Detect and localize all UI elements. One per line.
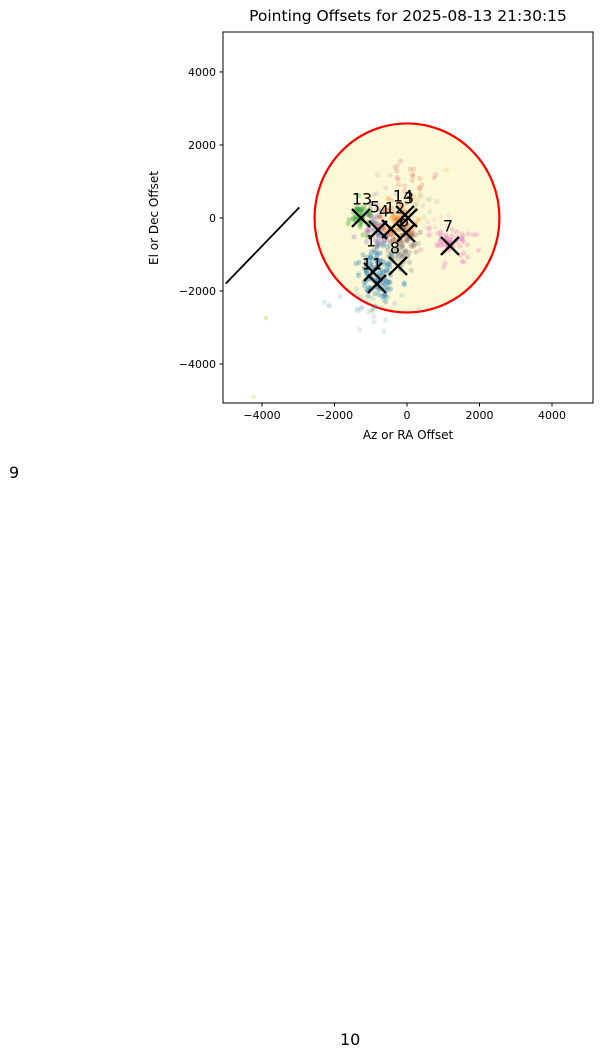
cluster-label-14: 14 [393,186,413,205]
x-tick-label: 0 [403,409,410,422]
cluster-label-10-outside-axes: 10 [340,1030,361,1049]
x-marker [398,208,418,228]
cluster-label-8: 8 [390,238,400,257]
outlier-point [263,315,269,321]
fit-x-markers [351,205,460,294]
cluster-5-halo [356,162,401,235]
plot-area [225,122,501,400]
cluster-label-13: 13 [352,189,372,208]
x-marker [368,220,388,240]
x-tick-label: 2000 [465,409,493,422]
x-tick-label: −4000 [243,409,280,422]
x-marker [351,208,371,228]
cluster-label-1: 1 [366,231,376,250]
y-tick-label: 4000 [188,66,216,79]
cluster-14 [388,158,439,203]
cluster-12-halo [379,167,450,222]
y-tick-label: −2000 [179,285,216,298]
x-marker [367,274,387,294]
x-axis-label: Az or RA Offset [362,428,454,442]
y-tick-label: 2000 [188,139,216,152]
cluster-label-5: 5 [370,197,380,216]
y-tick-label: 0 [209,212,216,225]
cluster-8-halo [411,193,440,220]
cluster-label-12: 12 [385,198,405,217]
x-marker [396,223,416,243]
plot-title: Pointing Offsets for 2025-08-13 21:30:15 [249,7,567,25]
x-marker [388,256,408,276]
outlier-point [326,302,332,309]
x-tick-label: 4000 [538,409,566,422]
reference-line [225,206,300,285]
x-marker [363,262,383,282]
y-tick-label: −4000 [179,358,216,371]
x-tick-label: −2000 [316,409,353,422]
cluster-label-7: 7 [443,216,453,235]
cluster-label-9-outside-axes: 9 [9,463,20,482]
cluster-label-4: 4 [379,201,389,220]
cluster-label-11: 11 [362,254,382,273]
cluster-label-6: 6 [399,211,409,230]
cluster-label-3: 3 [404,188,414,207]
x-marker [440,236,460,256]
outlier-point [369,308,375,314]
outlier-point [251,394,257,400]
